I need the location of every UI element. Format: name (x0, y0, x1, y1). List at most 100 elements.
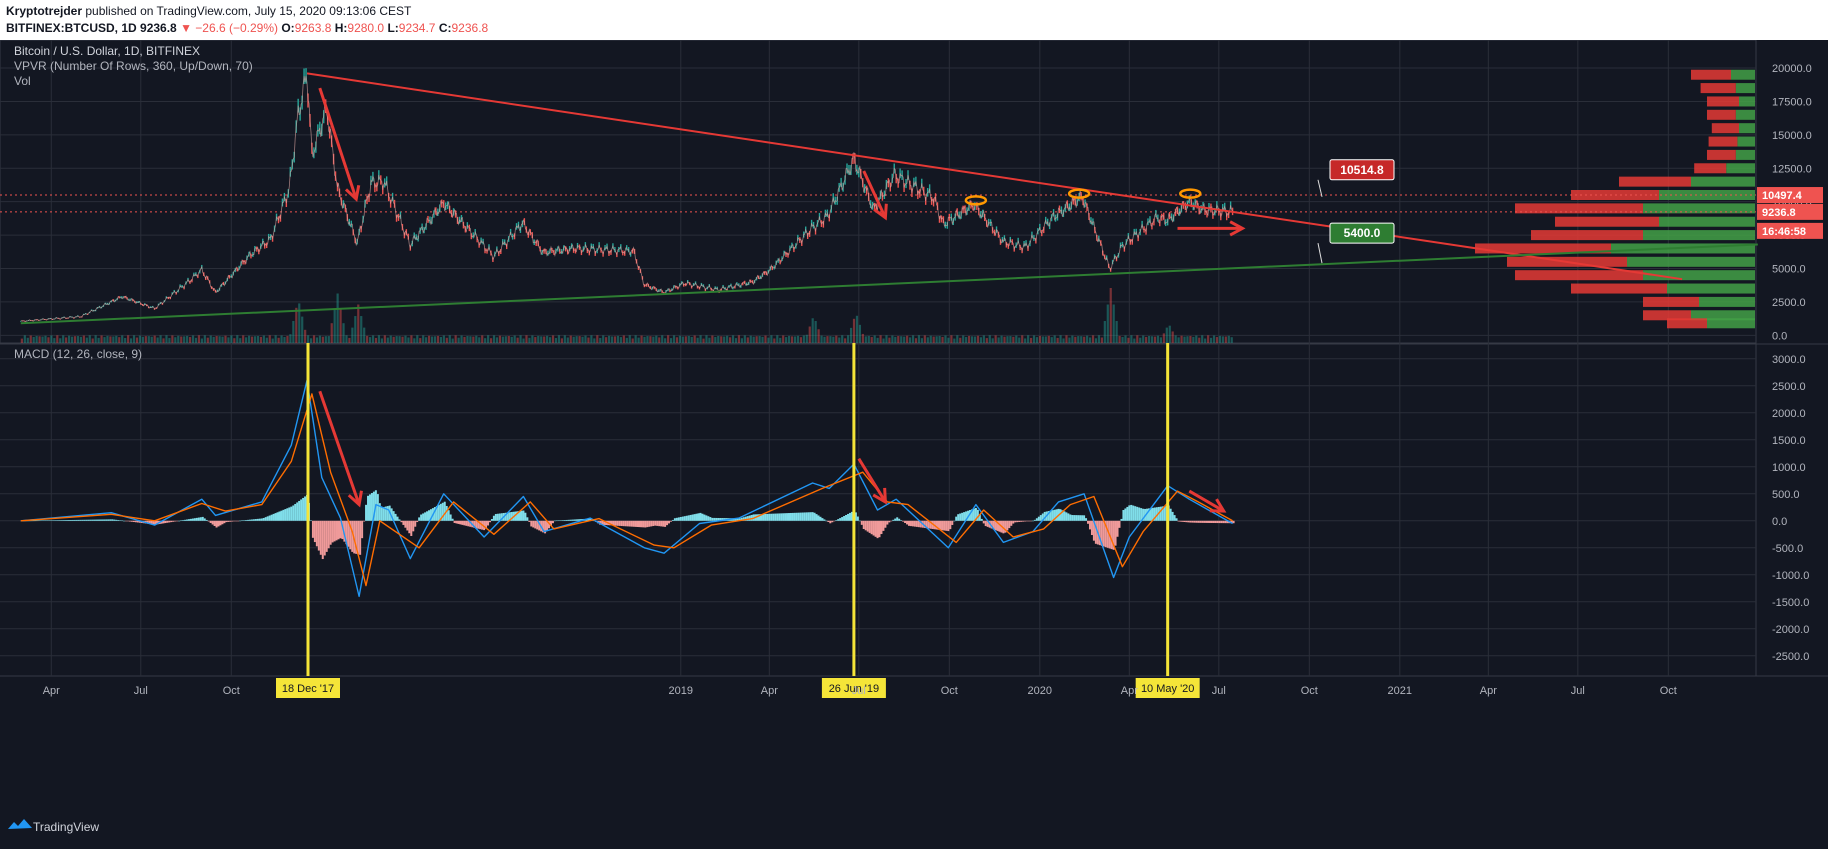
macd-histogram-bar (1179, 520, 1182, 522)
trendline[interactable] (20, 243, 1758, 325)
macd-histogram-bar (634, 520, 637, 527)
macd-histogram-bar (150, 520, 153, 525)
macd-histogram-bar (245, 520, 248, 521)
arrow-shaft[interactable] (857, 457, 887, 503)
volume-bar (180, 336, 183, 343)
arrow-head[interactable] (872, 487, 888, 505)
vpvr-up-bar (1735, 109, 1755, 120)
vpvr-down-bar (1555, 216, 1659, 227)
chart-container[interactable]: 10514.8 5400.0 18 Dec '17 26 Jun '19 10 May… (0, 40, 1828, 849)
macd-histogram (20, 490, 1235, 560)
vpvr-down-bar (1531, 230, 1643, 241)
macd-histogram-bar (298, 500, 301, 521)
arrow-head[interactable] (344, 184, 361, 202)
macd-histogram-bar (1016, 520, 1019, 523)
macd-histogram-bar (1226, 520, 1229, 524)
macd-histogram-bar (44, 520, 47, 521)
macd-histogram-bar (758, 514, 761, 521)
volume-bar (460, 335, 463, 343)
macd-histogram-bar (536, 520, 539, 530)
chart-canvas[interactable]: 10514.8 5400.0 18 Dec '17 26 Jun '19 10 May… (0, 40, 1828, 849)
volume-bar (339, 308, 342, 343)
arrow-shaft[interactable] (1188, 489, 1225, 513)
trendline[interactable] (306, 72, 1683, 281)
macd-histogram-bar (105, 519, 108, 521)
arrow-head[interactable] (347, 490, 363, 508)
volume-bar (487, 335, 490, 343)
arrow-head[interactable] (1209, 498, 1227, 513)
volume-bar (852, 318, 856, 343)
macd-histogram-bar (1008, 520, 1011, 529)
macd-histogram-bar (382, 507, 385, 521)
vpvr-up-bar (1659, 216, 1755, 227)
volume-bar (41, 336, 44, 343)
highlight-circle[interactable] (1179, 188, 1202, 199)
macd-histogram-bar (215, 520, 218, 528)
arrow-shaft[interactable] (318, 390, 361, 506)
macd-histogram-bar (429, 509, 432, 521)
macd-histogram-bar (103, 519, 106, 521)
vpvr-down-bar (1643, 310, 1691, 321)
volume-bar (985, 338, 988, 343)
volume-bar (79, 336, 83, 343)
volume-bar (1006, 336, 1009, 343)
annotation-box[interactable] (1329, 222, 1395, 244)
macd-histogram-bar (671, 519, 674, 521)
macd-histogram-bar (1069, 514, 1072, 521)
volume-bar (466, 335, 469, 343)
macd-histogram-bar (62, 520, 65, 521)
volume-bar (590, 335, 593, 343)
macd-histogram-bar (1098, 520, 1101, 546)
macd-histogram-bar (835, 520, 838, 521)
author-name[interactable]: Kryptotrejder (6, 4, 83, 18)
volume-bar (1059, 335, 1062, 343)
time-tick-label: Jul (134, 685, 148, 697)
user-drawings[interactable] (318, 87, 1246, 513)
macd-histogram-bar (992, 520, 995, 530)
macd-histogram-bar (904, 520, 907, 524)
annotation-pointer (1317, 179, 1323, 197)
volume-bar (472, 336, 475, 343)
annotation-box[interactable] (1329, 159, 1395, 181)
macd-histogram-bar (695, 513, 698, 521)
macd-histogram-bar (455, 520, 458, 524)
highlight-verticals[interactable]: 18 Dec '17 26 Jun '19 10 May '20 (276, 343, 1200, 698)
macd-histogram-bar (469, 520, 472, 527)
arrow-head[interactable] (1229, 220, 1246, 237)
macd-histogram-bar (610, 520, 613, 526)
trendlines[interactable]: 10514.8 5400.0 (20, 72, 1758, 325)
macd-histogram-bar (477, 520, 480, 529)
macd-histogram-bar (734, 518, 737, 521)
volume-bar (215, 336, 218, 343)
highlight-circle[interactable] (964, 195, 988, 206)
volume-bar (835, 335, 838, 343)
arrow-shaft[interactable] (318, 87, 358, 200)
volume-bar (731, 335, 735, 343)
tradingview-logo-icon[interactable]: TradingView (8, 819, 99, 834)
volume-bar (295, 307, 298, 343)
volume-bar (1065, 335, 1068, 343)
volume-bar (540, 336, 543, 343)
grid (0, 40, 1828, 677)
vpvr-up-bar (1735, 149, 1755, 160)
volume-bar (112, 336, 115, 343)
macd-histogram-bar (60, 520, 63, 521)
footer-brand[interactable]: TradingView (33, 820, 99, 834)
macd-histogram-bar (878, 520, 881, 538)
macd-histogram-bar (296, 502, 299, 521)
macd-histogram-bar (243, 520, 246, 521)
macd-histogram-bar (1183, 520, 1186, 522)
volume-bar (430, 336, 434, 343)
time-tick-label: Apr (1121, 685, 1138, 697)
volume-bar (413, 338, 416, 343)
volume-bar (150, 336, 153, 343)
volume-bar (1088, 337, 1092, 343)
macd-histogram-bar (622, 520, 625, 527)
volume-bar (76, 336, 80, 343)
highlight-circle[interactable] (1067, 188, 1091, 199)
arrow-head[interactable] (873, 203, 888, 221)
arrow-shaft[interactable] (862, 170, 887, 219)
volume-bars (20, 288, 1233, 343)
macd-histogram-bar (569, 519, 572, 521)
macd-histogram-bar (1085, 518, 1088, 521)
